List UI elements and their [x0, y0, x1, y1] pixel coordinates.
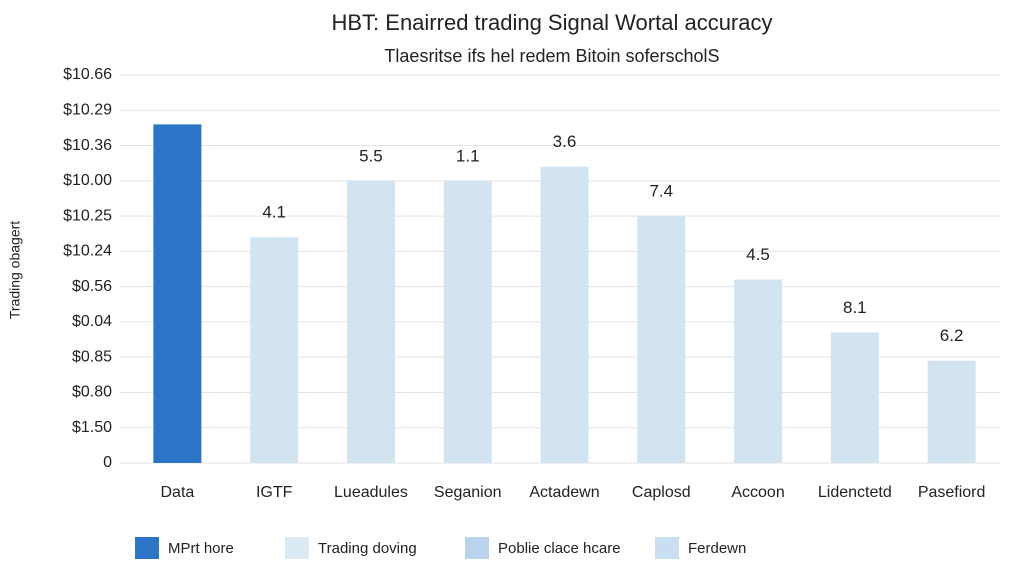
x-tick-label: Data — [160, 484, 194, 501]
legend-swatch — [285, 537, 309, 559]
bar — [443, 180, 492, 463]
bar — [153, 124, 202, 463]
bar-label: 5.5 — [359, 146, 383, 165]
legend-label: Poblie clace hcare — [498, 540, 621, 557]
bar — [637, 216, 686, 463]
bar — [927, 360, 976, 463]
y-tick-label: $0.80 — [72, 384, 112, 401]
legend-label: Ferdewn — [688, 540, 746, 557]
legend-swatch — [465, 537, 489, 559]
y-tick-label: $0.56 — [72, 278, 112, 295]
bar-label: 8.1 — [843, 298, 867, 317]
bar — [250, 237, 299, 463]
chart-title: HBT: Enairred trading Signal Wortal accu… — [331, 10, 772, 35]
x-tick-label: IGTF — [256, 484, 293, 501]
bar — [830, 332, 879, 463]
y-axis-label: Trading obagert — [7, 221, 23, 319]
bar — [346, 180, 395, 463]
x-tick-label: Caplosd — [632, 484, 691, 501]
y-tick-label: $10.24 — [63, 243, 112, 260]
x-tick-label: Lidenctetd — [818, 484, 892, 501]
legend-swatch — [655, 537, 679, 559]
y-tick-label: $10.66 — [63, 66, 112, 83]
x-tick-label: Seganion — [434, 484, 502, 501]
legend-swatch — [135, 537, 159, 559]
x-tick-label: Actadewn — [529, 484, 599, 501]
y-tick-label: $10.36 — [63, 137, 112, 154]
y-tick-label: $0.04 — [72, 313, 112, 330]
y-tick-label: $0.85 — [72, 348, 112, 365]
y-tick-label: $10.25 — [63, 207, 112, 224]
bar-label: 1.1 — [456, 146, 480, 165]
y-tick-label: $1.50 — [72, 419, 112, 436]
bar-label: 6.2 — [940, 326, 964, 345]
chart-subtitle: Tlaesritse ifs hel redem Bitoin sofersch… — [384, 46, 719, 66]
bar-label: 3.6 — [553, 132, 577, 151]
bar — [540, 166, 589, 463]
bar-label: 4.1 — [262, 203, 286, 222]
x-tick-label: Pasefiord — [918, 484, 986, 501]
y-tick-label: $10.29 — [63, 101, 112, 118]
x-tick-label: Accoon — [731, 484, 784, 501]
y-tick-label: 0 — [103, 454, 112, 471]
bar — [734, 279, 783, 463]
legend-label: MPrt hore — [168, 540, 234, 557]
legend-label: Trading doving — [318, 540, 417, 557]
bar-label: 7.4 — [649, 182, 673, 201]
bar-label: 4.5 — [746, 245, 770, 264]
y-tick-label: $10.00 — [63, 172, 112, 189]
x-tick-label: Lueadules — [334, 484, 408, 501]
